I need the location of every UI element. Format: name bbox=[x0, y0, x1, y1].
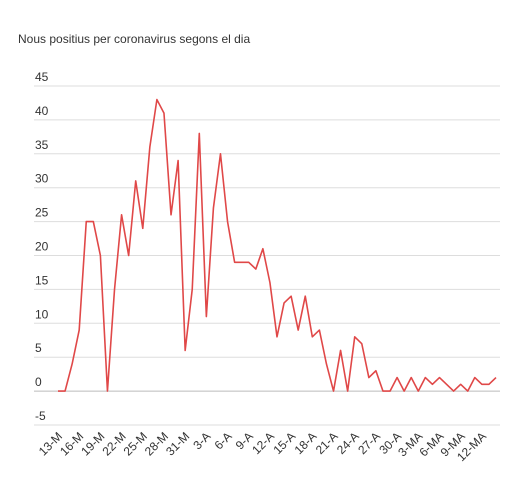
chart-title: Nous positius per coronavirus segons el … bbox=[18, 32, 251, 46]
x-tick-label: 3-A bbox=[190, 429, 213, 452]
x-axis-labels: 13-M16-M19-M22-M25-M28-M31-M3-A6-A9-A12-… bbox=[36, 429, 489, 464]
gridlines bbox=[34, 85, 500, 426]
y-tick-label: 40 bbox=[35, 104, 49, 118]
y-axis-labels: -5 0 5 10 15 20 25 30 35 40 45 bbox=[35, 70, 49, 423]
y-tick-label: 15 bbox=[35, 273, 49, 287]
y-tick-label: 45 bbox=[35, 70, 49, 84]
x-tick-label: 6-A bbox=[212, 429, 235, 452]
y-tick-label: 35 bbox=[35, 138, 49, 152]
y-tick-label: 5 bbox=[35, 341, 42, 355]
y-tick-label: 30 bbox=[35, 172, 49, 186]
x-tick-label: 18-A bbox=[292, 429, 320, 457]
series-line bbox=[58, 98, 497, 392]
y-tick-label: -5 bbox=[35, 409, 46, 423]
x-tick-label: 15-A bbox=[270, 429, 298, 457]
y-tick-label: 20 bbox=[35, 240, 49, 254]
y-tick-label: 10 bbox=[35, 307, 49, 321]
y-tick-label: 25 bbox=[35, 206, 49, 220]
series-line-path bbox=[58, 98, 497, 392]
x-tick-label: 27-A bbox=[355, 429, 383, 457]
x-tick-label: 31-M bbox=[163, 429, 192, 458]
x-tick-label: 24-A bbox=[334, 429, 362, 457]
x-tick-label: 21-A bbox=[313, 429, 341, 457]
x-tick-label: 12-A bbox=[249, 429, 277, 457]
y-tick-label: 0 bbox=[35, 375, 42, 389]
